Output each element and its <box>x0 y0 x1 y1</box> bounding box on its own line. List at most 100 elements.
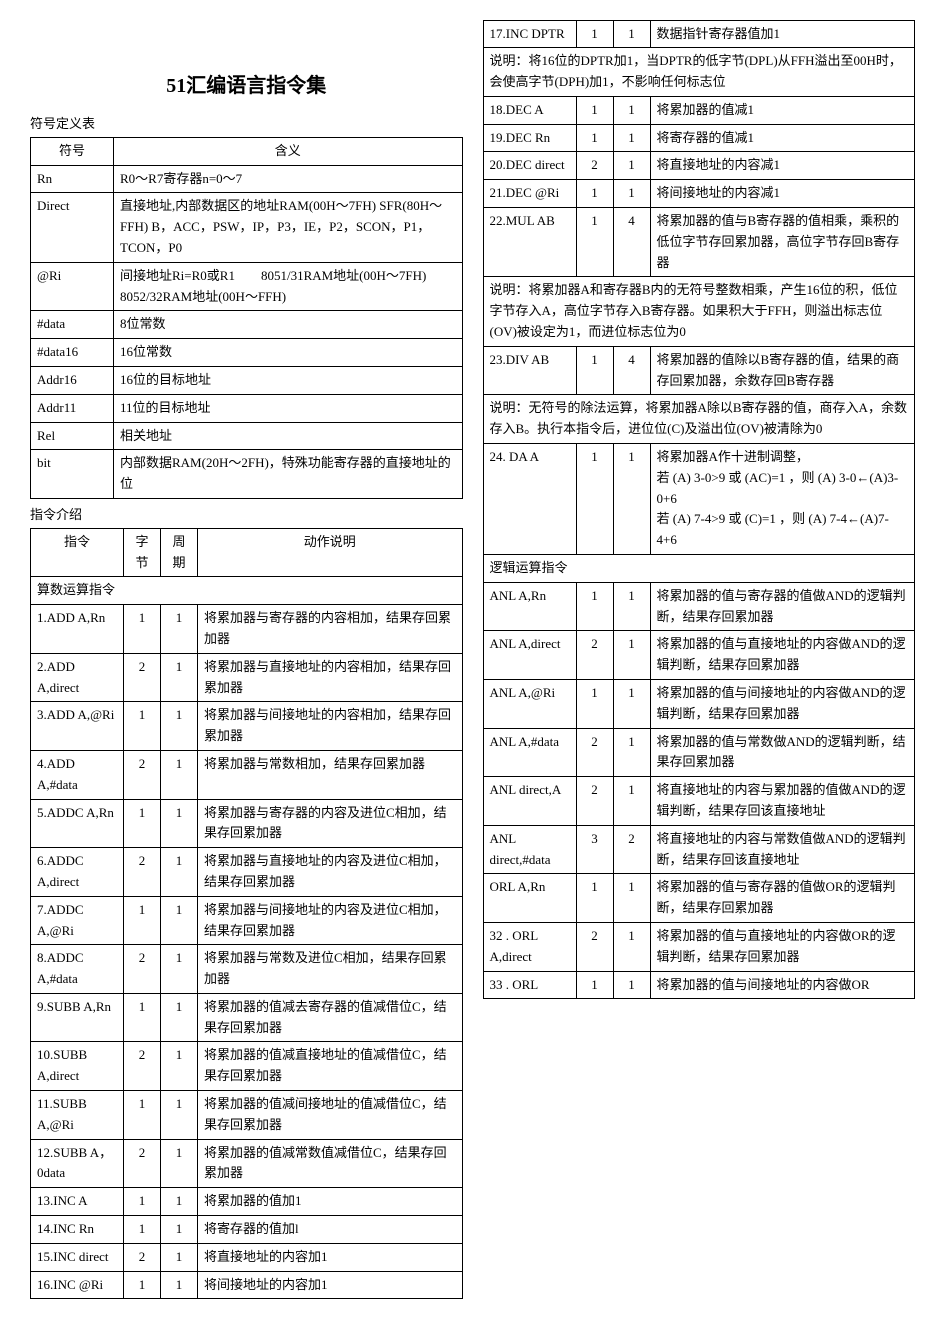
table-row: 4.ADD A,#data21将累加器与常数相加，结果存回累加器 <box>31 750 463 799</box>
cell: 将累加器的值减间接地址的值减借位C，结果存回累加器 <box>198 1091 463 1140</box>
cell: 将间接地址的内容加1 <box>198 1271 463 1299</box>
note-row: 说明：无符号的除法运算，将累加器A除以B寄存器的值，商存入A，余数存入B。执行本… <box>483 395 915 444</box>
cell: Addr16 <box>31 366 114 394</box>
table-row: Addr1616位的目标地址 <box>31 366 463 394</box>
cell: 将累加器的值与寄存器的值做AND的逻辑判断，结果存回累加器 <box>650 582 915 631</box>
cell: 将累加器与直接地址的内容相加，结果存回累加器 <box>198 653 463 702</box>
instr-intro-label: 指令介绍 <box>30 505 463 526</box>
cell: 2 <box>124 1243 161 1271</box>
note-row: 说明：将累加器A和寄存器B内的无符号整数相乘，产生16位的积，低位字节存入A，高… <box>483 277 915 346</box>
table-row: 11.SUBB A,@Ri11将累加器的值减间接地址的值减借位C，结果存回累加器 <box>31 1091 463 1140</box>
table-row: 32 . ORL A,direct21将累加器的值与直接地址的内容做OR的逻辑判… <box>483 922 915 971</box>
table-row: 3.ADD A,@Ri11将累加器与间接地址的内容相加，结果存回累加器 <box>31 702 463 751</box>
cell: 1 <box>613 922 650 971</box>
cell: 11位的目标地址 <box>114 394 463 422</box>
cell: 4.ADD A,#data <box>31 750 124 799</box>
cell: 1 <box>124 1216 161 1244</box>
cell: 33 . ORL <box>483 971 576 999</box>
cell: 数据指针寄存器值加1 <box>650 20 915 48</box>
table-row: 12.SUBB A，0data21将累加器的值减常数值减借位C，结果存回累加器 <box>31 1139 463 1188</box>
table-row: 指令 字节 周期 动作说明 <box>31 528 463 577</box>
cell: 1 <box>161 1243 198 1271</box>
cell: 1 <box>576 346 613 395</box>
cell: 将寄存器的值减1 <box>650 124 915 152</box>
cell: ORL A,Rn <box>483 874 576 923</box>
group-row: 逻辑运算指令 <box>483 555 915 583</box>
cell: 1 <box>613 680 650 729</box>
table-row: 20.DEC direct21将直接地址的内容减1 <box>483 152 915 180</box>
cell: 将寄存器的值加l <box>198 1216 463 1244</box>
cell: 1 <box>613 152 650 180</box>
cell: 间接地址Ri=R0或R1 8051/31RAM地址(00H～7FH) 8052/… <box>114 262 463 311</box>
col-symbol: 符号 <box>31 137 114 165</box>
cell: 1 <box>576 96 613 124</box>
cell: 5.ADDC A,Rn <box>31 799 124 848</box>
col-inst: 指令 <box>31 528 124 577</box>
cell: 将累加器的值减去寄存器的值减借位C，结果存回累加器 <box>198 993 463 1042</box>
cell: ANL A,direct <box>483 631 576 680</box>
cell: 10.SUBB A,direct <box>31 1042 124 1091</box>
cell: 12.SUBB A，0data <box>31 1139 124 1188</box>
cell: 1 <box>161 945 198 994</box>
table-row: @Ri间接地址Ri=R0或R1 8051/31RAM地址(00H～7FH) 80… <box>31 262 463 311</box>
cell: 8位常数 <box>114 311 463 339</box>
cell: #data <box>31 311 114 339</box>
group-arith: 算数运算指令 <box>31 577 463 605</box>
cell: 将直接地址的内容与常数值做AND的逻辑判断，结果存回该直接地址 <box>650 825 915 874</box>
table-row: Rel相关地址 <box>31 422 463 450</box>
table-row: 2.ADD A,direct21将累加器与直接地址的内容相加，结果存回累加器 <box>31 653 463 702</box>
cell: 1 <box>161 1091 198 1140</box>
table-row: 17.INC DPTR11数据指针寄存器值加1 <box>483 20 915 48</box>
cell: 1 <box>161 799 198 848</box>
cell: 1 <box>161 750 198 799</box>
table-row: ANL A,Rn11将累加器的值与寄存器的值做AND的逻辑判断，结果存回累加器 <box>483 582 915 631</box>
cell: 将累加器的值与直接地址的内容做AND的逻辑判断，结果存回累加器 <box>650 631 915 680</box>
cell: 将直接地址的内容加1 <box>198 1243 463 1271</box>
cell: 将累加器与间接地址的内容及进位C相加，结果存回累加器 <box>198 896 463 945</box>
cell: 17.INC DPTR <box>483 20 576 48</box>
symbol-table: 符号 含义 RnR0～R7寄存器n=0～7 Direct直接地址,内部数据区的地… <box>30 137 463 499</box>
cell: 1 <box>161 1042 198 1091</box>
group-row: 算数运算指令 <box>31 577 463 605</box>
note: 说明：无符号的除法运算，将累加器A除以B寄存器的值，商存入A，余数存入B。执行本… <box>483 395 915 444</box>
table-row: Addr1111位的目标地址 <box>31 394 463 422</box>
cell: 1 <box>161 993 198 1042</box>
table-row: 16.INC @Ri11将间接地址的内容加1 <box>31 1271 463 1299</box>
cell: 1 <box>576 180 613 208</box>
cell: 内部数据RAM(20H～2FH)，特殊功能寄存器的直接地址的位 <box>114 450 463 499</box>
cell: 1 <box>576 874 613 923</box>
cell: 将累加器与常数及进位C相加，结果存回累加器 <box>198 945 463 994</box>
cell: 16.INC @Ri <box>31 1271 124 1299</box>
cell: 20.DEC direct <box>483 152 576 180</box>
cell: 1 <box>613 777 650 826</box>
cell: 14.INC Rn <box>31 1216 124 1244</box>
cell: 1 <box>576 680 613 729</box>
cell: 将累加器与直接地址的内容及进位C相加，结果存回累加器 <box>198 848 463 897</box>
cell: 1 <box>161 1188 198 1216</box>
table-row: ANL A,@Ri11将累加器的值与间接地址的内容做AND的逻辑判断，结果存回累… <box>483 680 915 729</box>
cell: 1 <box>124 896 161 945</box>
note: 说明：将累加器A和寄存器B内的无符号整数相乘，产生16位的积，低位字节存入A，高… <box>483 277 915 346</box>
cell: bit <box>31 450 114 499</box>
cell: ANL A,Rn <box>483 582 576 631</box>
cell: Direct <box>31 193 114 262</box>
cell: 将累加器的值与常数做AND的逻辑判断，结果存回累加器 <box>650 728 915 777</box>
cell: 1 <box>613 96 650 124</box>
table-row: 8.ADDC A,#data21将累加器与常数及进位C相加，结果存回累加器 <box>31 945 463 994</box>
cell: Addr11 <box>31 394 114 422</box>
cell: 将间接地址的内容减1 <box>650 180 915 208</box>
cell: 2.ADD A,direct <box>31 653 124 702</box>
cell: 2 <box>124 653 161 702</box>
doc-title: 51汇编语言指令集 <box>30 70 463 102</box>
cell: 将直接地址的内容减1 <box>650 152 915 180</box>
cell: 2 <box>124 750 161 799</box>
cell: 1 <box>161 1271 198 1299</box>
cell: 2 <box>124 945 161 994</box>
cell: 1 <box>576 582 613 631</box>
table-row: 14.INC Rn11将寄存器的值加l <box>31 1216 463 1244</box>
table-row: bit内部数据RAM(20H～2FH)，特殊功能寄存器的直接地址的位 <box>31 450 463 499</box>
table-row: 24. DA A11将累加器A作十进制调整， 若 (A) 3-0>9 或 (AC… <box>483 444 915 555</box>
cell: 1 <box>576 20 613 48</box>
cell: 将累加器的值减1 <box>650 96 915 124</box>
cell: 9.SUBB A,Rn <box>31 993 124 1042</box>
